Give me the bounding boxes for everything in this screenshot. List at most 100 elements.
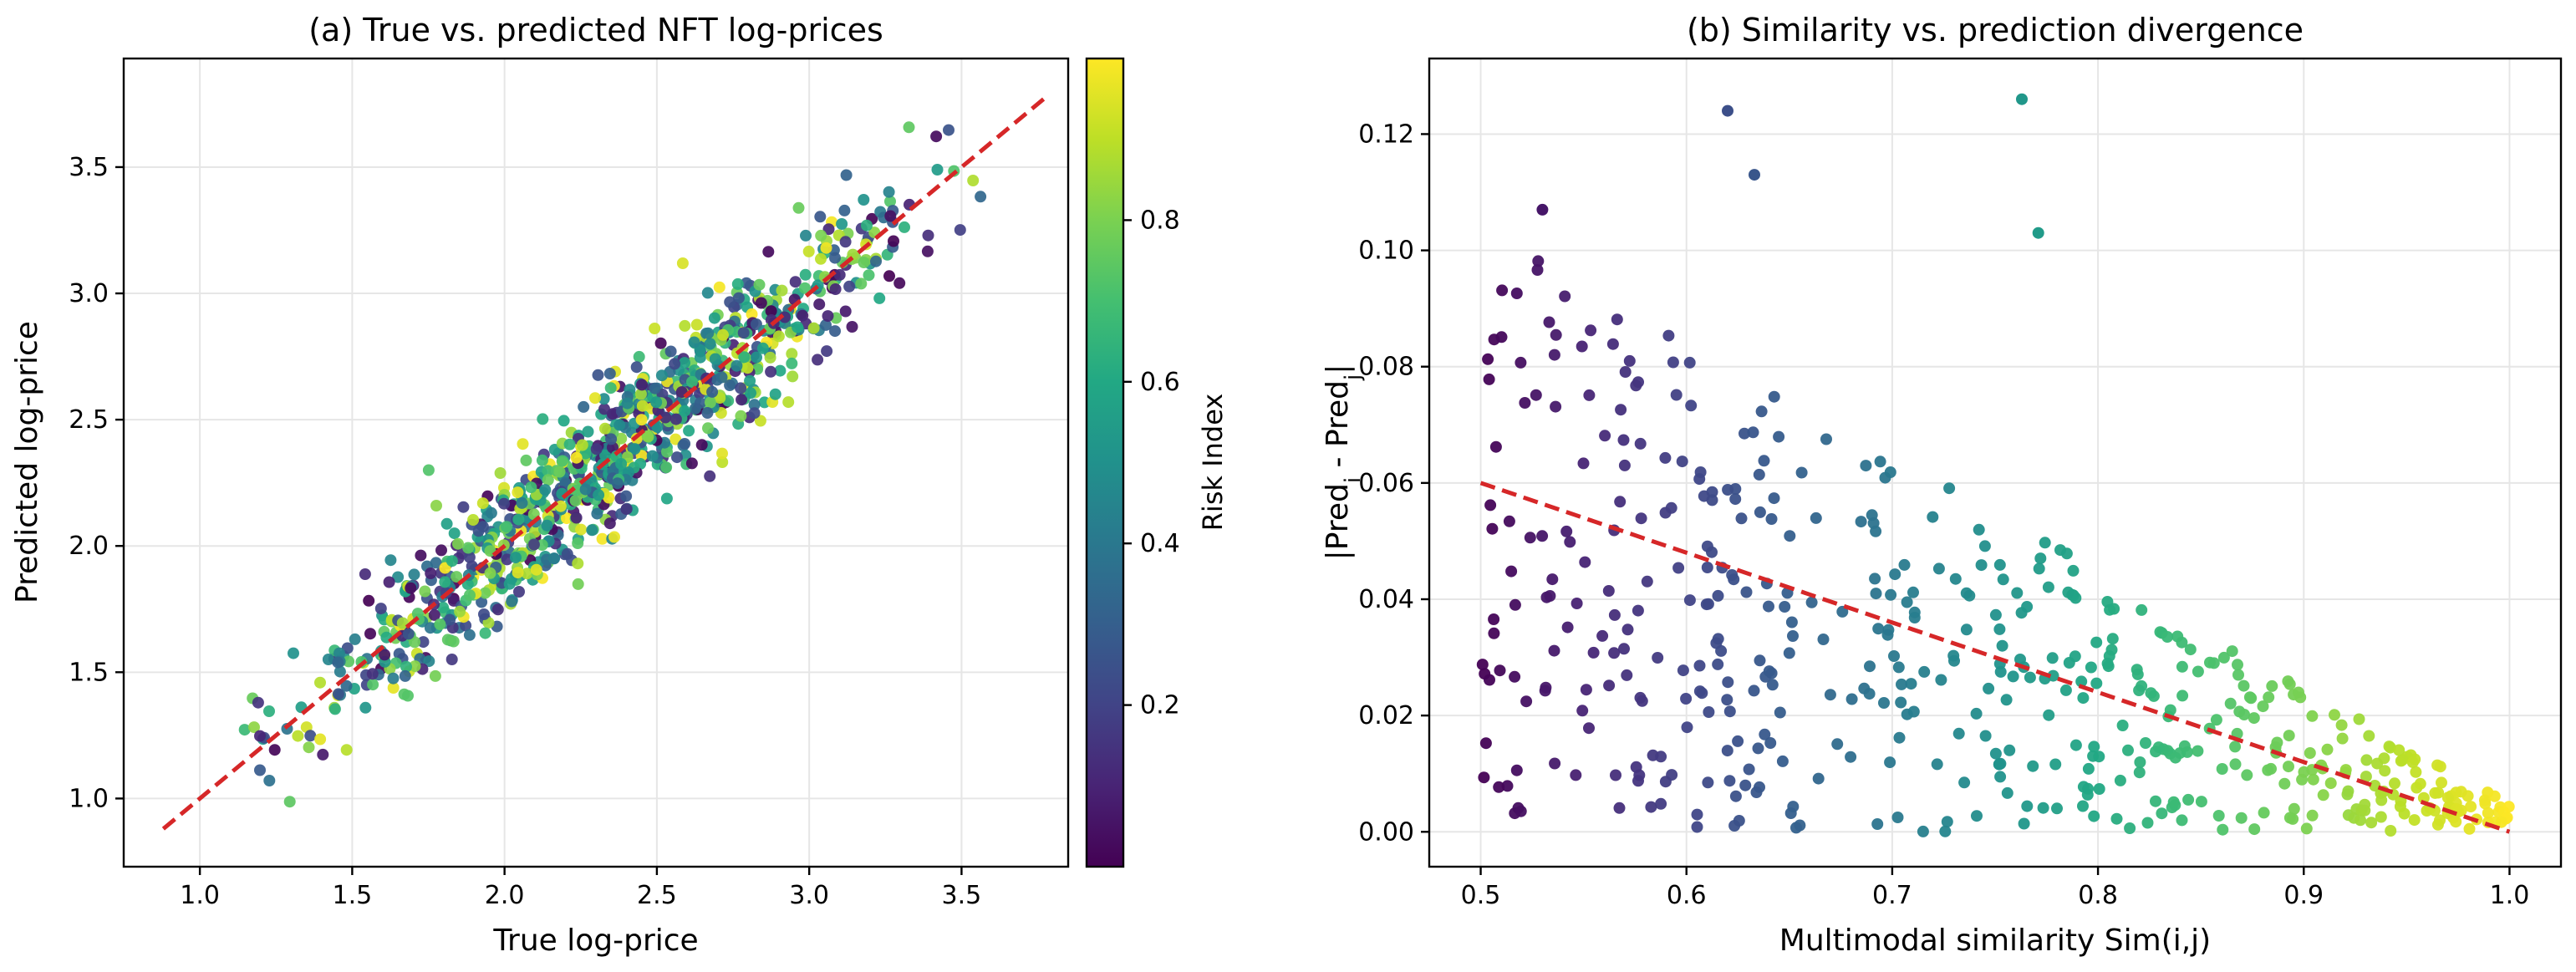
panel-b-point	[2300, 822, 2313, 835]
panel-b-point	[1489, 440, 1502, 453]
panel-b-y-tick-label: 0.10	[1358, 237, 1414, 266]
panel-a-point	[591, 507, 603, 520]
panel-b-point	[1787, 630, 1799, 642]
panel-a-x-tick-label: 1.0	[180, 881, 220, 910]
panel-b-point	[1917, 825, 1929, 837]
panel-b-point	[2450, 816, 2462, 828]
panel-a-point	[807, 322, 820, 334]
panel-a-point	[542, 465, 554, 477]
panel-a-point	[615, 432, 628, 445]
panel-a-point	[451, 571, 463, 583]
panel-b-point	[1486, 522, 1499, 535]
panel-a-point	[464, 589, 476, 602]
colorbar-ticks: 0.2 0.4 0.6 0.8	[1123, 206, 1180, 720]
panel-b-point	[2406, 756, 2419, 769]
panel-b-point	[2124, 822, 2136, 834]
panel-a-point	[445, 654, 458, 665]
panel-b-point	[1611, 313, 1623, 326]
panel-b-point	[1952, 727, 1965, 740]
panel-b-point	[1618, 459, 1631, 471]
panel-b-point	[1810, 511, 1822, 524]
panel-a-point	[424, 622, 436, 634]
panel-b-point	[2217, 823, 2229, 836]
panel-a-point	[476, 497, 489, 510]
panel-a-point	[430, 500, 442, 511]
panel-b-point	[2021, 800, 2034, 812]
panel-b-point	[2429, 804, 2441, 817]
panel-b-point	[2136, 603, 2148, 616]
panel-a-title: (a) True vs. predicted NFT log-prices	[308, 12, 883, 48]
panel-a-point	[839, 236, 852, 248]
panel-b-point	[2182, 793, 2195, 806]
colorbar-frame	[1085, 57, 1125, 868]
panel-b-point	[1662, 329, 1675, 342]
panel-b-point	[1729, 493, 1742, 506]
panel-b-point	[2434, 761, 2446, 773]
panel-a-point	[405, 582, 417, 594]
panel-b-point	[2176, 660, 2188, 673]
panel-a-point	[363, 594, 375, 607]
panel-a-point	[724, 379, 736, 391]
panel-b-point	[2360, 771, 2372, 783]
panel-b-point	[2167, 796, 2180, 808]
panel-b-y-tick-label: 0.06	[1358, 469, 1414, 498]
panel-b-point	[1931, 758, 1943, 771]
panel-b-point	[1619, 366, 1632, 378]
panel-a-point	[579, 483, 592, 496]
panel-a-point	[417, 636, 430, 649]
panel-a-point	[636, 399, 649, 412]
panel-a-point	[317, 748, 329, 761]
panel-a-point	[679, 405, 691, 417]
panel-a-point	[884, 196, 896, 207]
panel-b-point	[2150, 746, 2162, 758]
panel-a-point	[536, 454, 548, 466]
panel-b-point	[2212, 810, 2225, 822]
panel-a-point	[731, 359, 743, 372]
panel-a-point	[379, 649, 391, 661]
panel-b-point	[1560, 525, 1573, 537]
panel-b-y-tick-label: 0.04	[1358, 585, 1414, 614]
panel-a-point	[517, 438, 529, 450]
panel-a-point	[454, 605, 466, 618]
panel-b-point	[1501, 780, 1514, 792]
panel-b-point	[1748, 684, 1760, 697]
panel-b-point	[1571, 598, 1583, 609]
colorbar-tick-label: 0.8	[1140, 206, 1180, 235]
panel-a-point	[858, 257, 870, 268]
panel-b-point	[1932, 562, 1945, 575]
panel-b-point	[1947, 649, 1960, 662]
panel-b-point	[1805, 596, 1818, 608]
panel-a-point	[756, 342, 769, 354]
panel-b-point	[2257, 700, 2269, 713]
panel-b-point	[1908, 612, 1921, 623]
panel-a-point	[649, 323, 661, 334]
panel-a-y-tick-label: 3.5	[69, 153, 109, 182]
panel-a-point	[737, 327, 750, 339]
panel-b-point	[1935, 674, 1947, 686]
panel-b-point	[1585, 324, 1597, 337]
panel-a-point	[799, 282, 811, 294]
panel-b-point	[1735, 512, 1748, 525]
panel-b-point	[2375, 811, 2387, 823]
panel-b-point	[1509, 670, 1521, 683]
panel-b-point	[1667, 356, 1679, 369]
panel-b-point	[1979, 730, 1992, 742]
panel-a-point	[646, 450, 659, 462]
panel-b-point	[1698, 490, 1710, 502]
panel-b-point	[2176, 814, 2188, 827]
panel-a-point	[839, 305, 852, 318]
panel-b-point	[1860, 460, 1872, 472]
panel-a-point	[755, 297, 767, 309]
panel-b-point	[1540, 591, 1553, 603]
panel-a-point	[861, 219, 873, 232]
panel-b-point	[1783, 647, 1795, 659]
panel-a-point	[636, 379, 648, 391]
panel-a-point	[709, 353, 721, 365]
panel-a-point	[846, 321, 858, 333]
panel-b-point	[1493, 781, 1505, 793]
panel-a-point	[655, 369, 668, 382]
panel-a-point	[654, 337, 667, 349]
panel-b-point	[2414, 777, 2426, 790]
panel-a-point	[769, 388, 781, 400]
panel-b-point	[1655, 751, 1667, 763]
